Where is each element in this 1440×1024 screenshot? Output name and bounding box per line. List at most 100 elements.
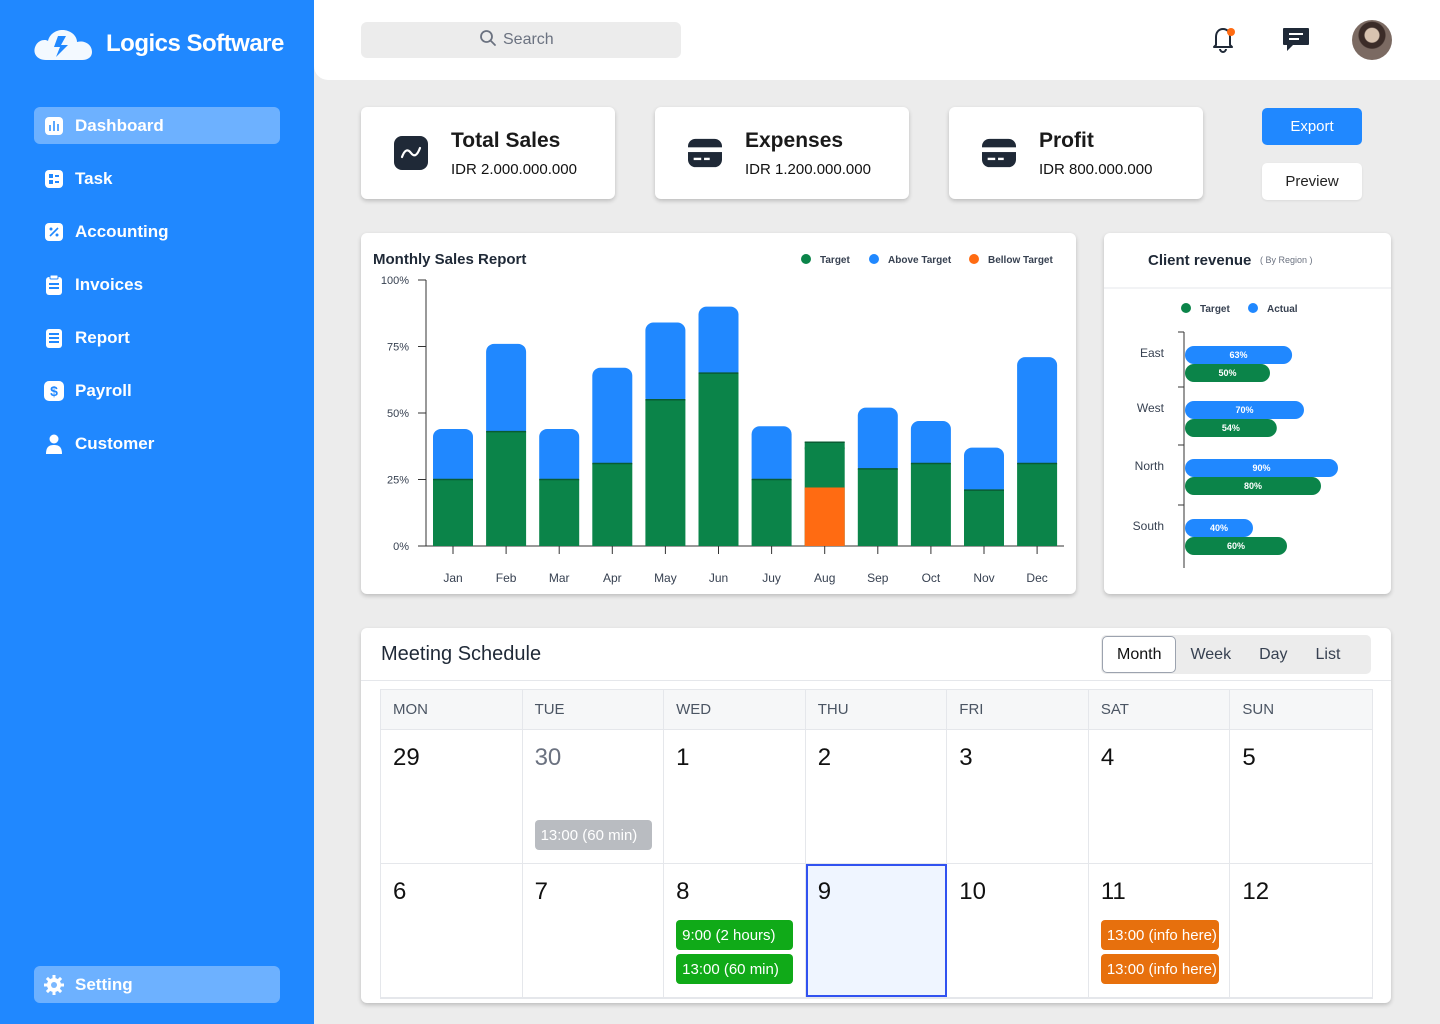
sidebar-item-label: Payroll — [75, 380, 132, 400]
dollar-icon: $ — [44, 380, 64, 401]
search-input[interactable] — [503, 31, 563, 49]
x-tick-label: Apr — [603, 571, 622, 585]
weekday-header: SAT — [1089, 690, 1231, 729]
day-number: 6 — [393, 878, 407, 905]
bar-above-target — [433, 428, 473, 486]
bar-actual — [1185, 519, 1253, 537]
card-icon — [982, 138, 1016, 168]
calendar-weekday-header: MON TUE WED THU FRI SAT SUN — [381, 690, 1372, 730]
stat-card-total-sales: Total Sales IDR 2.000.000.000 — [361, 107, 615, 199]
bar-above-target — [910, 420, 951, 470]
day-number: 8 — [676, 878, 690, 905]
legend-label: Above Target — [888, 255, 952, 266]
view-day-button[interactable]: Day — [1245, 636, 1301, 673]
view-list-button[interactable]: List — [1302, 636, 1355, 673]
task-icon — [44, 169, 64, 189]
bar-above-target — [486, 343, 527, 438]
calendar-event[interactable]: 13:00 (info here) — [1100, 920, 1219, 950]
bar-target — [433, 479, 473, 546]
preview-button[interactable]: Preview — [1262, 163, 1362, 200]
day-number: 9 — [817, 878, 832, 905]
stat-value: IDR 2.000.000.000 — [451, 161, 577, 178]
bar-target — [1017, 463, 1058, 546]
monthly-sales-panel: Monthly Sales Report Target Above Target Be… — [361, 233, 1076, 594]
view-month-button[interactable]: Month — [1102, 636, 1177, 673]
calendar-day-cell[interactable]: 11 13:00 (info here) 13:00 (info here) — [1089, 864, 1231, 997]
sidebar-item-invoices[interactable]: Invoices — [34, 266, 280, 303]
stat-card-profit: Profit IDR 800.000.000 — [949, 107, 1203, 199]
calendar-day-cell[interactable]: 10 — [947, 864, 1089, 997]
calendar-day-cell[interactable]: 4 — [1089, 730, 1231, 863]
top-header — [314, 0, 1440, 80]
calendar-event[interactable]: 9:00 (2 hours) — [676, 920, 794, 950]
category-label: West — [1137, 401, 1165, 415]
calendar-day-cell[interactable]: 7 — [523, 864, 665, 997]
notification-bell-icon[interactable] — [1209, 24, 1239, 54]
calendar-week-row: 6 7 8 9:00 (2 hours) 13:00 (60 min) 9 10 11 13:0… — [381, 864, 1372, 998]
y-tick-label: 75% — [387, 342, 409, 354]
calendar-day-cell[interactable]: 9 — [805, 864, 948, 997]
user-avatar[interactable] — [1352, 20, 1392, 60]
app-logo[interactable]: Logics Software — [32, 24, 284, 64]
legend-label: Target — [820, 255, 850, 266]
stat-title: Total Sales — [451, 129, 561, 152]
category-label: North — [1135, 459, 1164, 473]
calendar-event[interactable]: 13:00 (60 min) — [534, 820, 652, 850]
stat-value: IDR 1.200.000.000 — [745, 161, 871, 178]
calendar-day-cell[interactable]: 6 — [381, 864, 523, 997]
sidebar-item-label: Dashboard — [75, 115, 164, 135]
y-tick-label: 100% — [381, 275, 409, 287]
calendar-day-cell[interactable]: 3 — [947, 730, 1089, 863]
sidebar-item-label: Report — [75, 327, 130, 347]
day-number: 11 — [1100, 878, 1126, 905]
invoice-icon — [44, 274, 64, 295]
sidebar-item-setting[interactable]: Setting — [34, 966, 280, 1003]
x-tick-label: Feb — [496, 571, 517, 585]
search-bar[interactable] — [361, 22, 681, 58]
svg-text:$: $ — [50, 383, 58, 399]
calendar-day-cell[interactable]: 8 9:00 (2 hours) 13:00 (60 min) — [664, 864, 806, 997]
trend-icon — [394, 136, 428, 170]
calendar-day-cell[interactable]: 5 — [1230, 730, 1372, 863]
calendar-event[interactable]: 13:00 (info here) — [1100, 954, 1219, 984]
sidebar-item-accounting[interactable]: Accounting — [34, 213, 280, 250]
sidebar-item-dashboard[interactable]: Dashboard — [34, 107, 280, 144]
x-tick-label: Dec — [1026, 571, 1047, 585]
bar-actual — [1185, 346, 1293, 364]
calendar-view-switcher: Month Week Day List — [1101, 635, 1371, 674]
weekday-header: TUE — [523, 690, 665, 729]
sidebar-item-task[interactable]: Task — [34, 160, 280, 197]
bar-above-target — [857, 407, 898, 475]
x-tick-label: Sep — [867, 571, 889, 585]
calendar-event[interactable]: 13:00 (60 min) — [676, 954, 794, 984]
calendar-day-cell[interactable]: 29 — [381, 730, 523, 863]
legend-label: Bellow Target — [988, 255, 1053, 266]
calendar-day-cell[interactable]: 2 — [806, 730, 948, 863]
bar-target — [645, 399, 686, 546]
bar-actual — [1185, 401, 1304, 419]
sidebar-item-customer[interactable]: Customer — [34, 425, 280, 462]
legend-marker — [801, 254, 811, 264]
calendar-day-cell[interactable]: 30 13:00 (60 min) — [523, 730, 665, 863]
export-button[interactable]: Export — [1262, 108, 1362, 145]
report-icon — [44, 328, 64, 348]
client-revenue-chart: Client revenue ( By Region ) Target Actual E… — [1104, 252, 1391, 568]
bar-above-target — [592, 367, 633, 470]
card-icon — [688, 138, 722, 168]
stat-title: Profit — [1039, 129, 1094, 152]
chat-icon[interactable] — [1281, 24, 1311, 54]
stat-card-expenses: Expenses IDR 1.200.000.000 — [655, 107, 909, 199]
calendar-day-cell[interactable]: 1 — [664, 730, 806, 863]
client-revenue-panel: Client revenue ( By Region ) Target Actual E… — [1104, 233, 1391, 594]
day-number: 3 — [959, 744, 973, 771]
sidebar-item-payroll[interactable]: $ Payroll — [34, 372, 280, 409]
bar-above-target — [539, 428, 580, 486]
weekday-header: MON — [381, 690, 523, 729]
view-week-button[interactable]: Week — [1176, 636, 1245, 673]
bar-above-target — [964, 447, 1004, 497]
bar-actual — [1185, 459, 1338, 477]
sidebar-item-report[interactable]: Report — [34, 319, 280, 356]
bar-target — [592, 463, 633, 546]
x-tick-label: Mar — [549, 571, 570, 585]
calendar-day-cell[interactable]: 12 — [1230, 864, 1372, 997]
